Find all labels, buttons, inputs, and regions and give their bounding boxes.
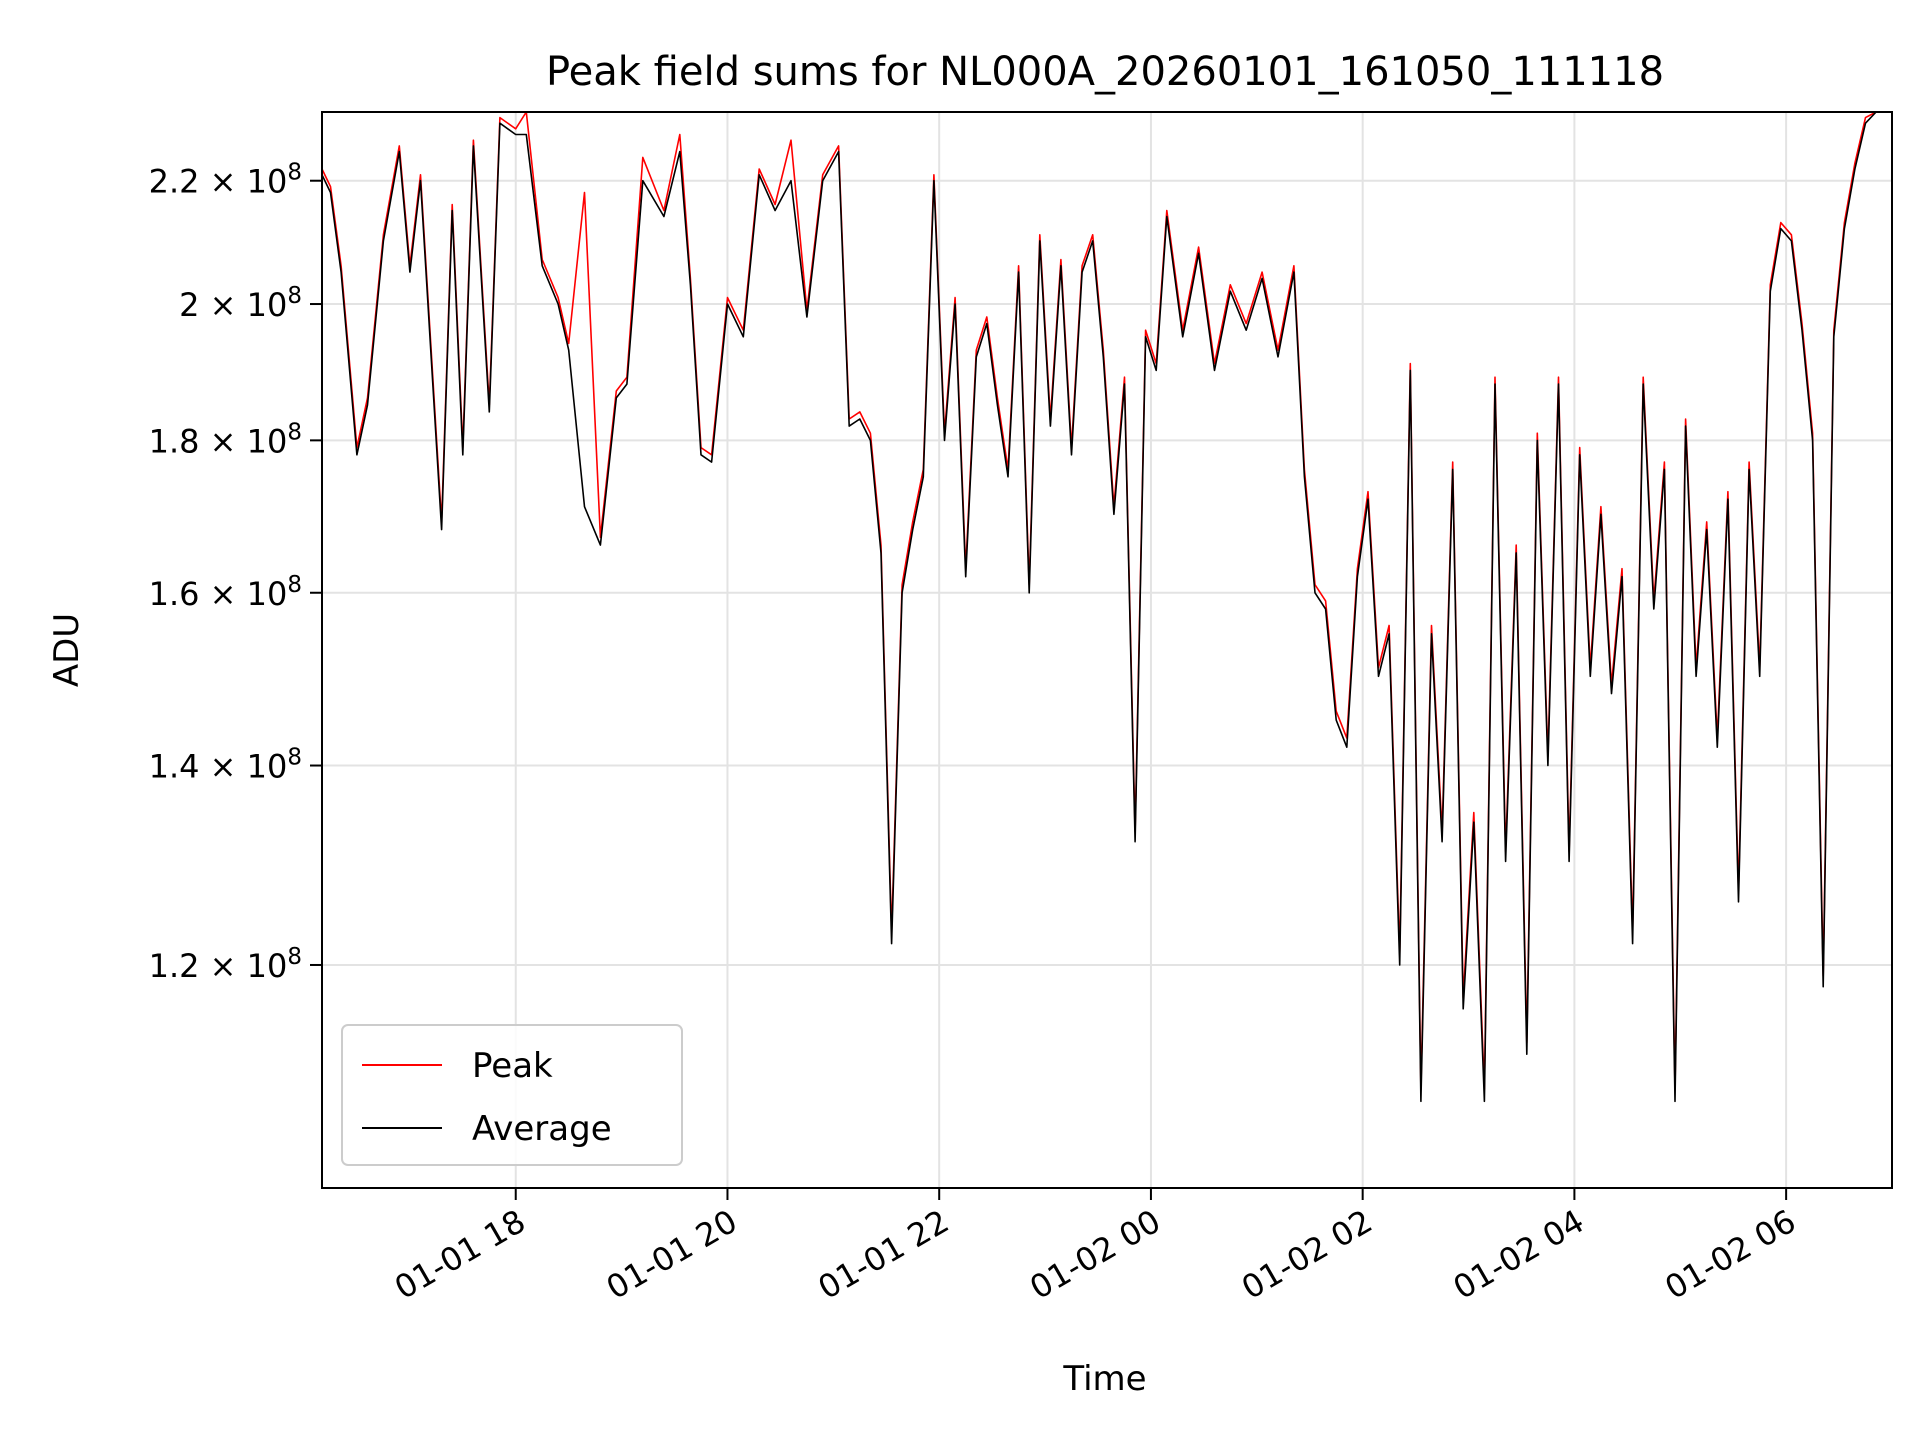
series-layer bbox=[322, 112, 1877, 1103]
y-axis-ticks: 1.2 × 108 1.4 × 108 1.6 × 108 1.8 × 108 2 × … bbox=[149, 160, 322, 985]
chart-title: Peak field sums for NL000A_20260101_1610… bbox=[546, 49, 1664, 95]
legend-label-average: Average bbox=[472, 1109, 612, 1149]
y-axis-label: ADU bbox=[47, 613, 87, 687]
legend: Peak Average bbox=[341, 1024, 683, 1166]
y-tick-label: 1.2 × 108 bbox=[149, 944, 302, 985]
y-tick-label: 1.6 × 108 bbox=[149, 572, 302, 613]
y-tick-label: 2 × 108 bbox=[179, 283, 302, 324]
series-line-average bbox=[322, 112, 1877, 1103]
x-axis-label: Time bbox=[1062, 1359, 1146, 1399]
y-tick-label: 2.2 × 108 bbox=[149, 160, 302, 201]
y-tick-label: 1.8 × 108 bbox=[149, 419, 302, 460]
plot-frame bbox=[321, 111, 1893, 1189]
legend-label-peak: Peak bbox=[472, 1046, 553, 1086]
y-tick-label: 1.4 × 108 bbox=[149, 745, 302, 786]
legend-box bbox=[341, 1024, 683, 1166]
